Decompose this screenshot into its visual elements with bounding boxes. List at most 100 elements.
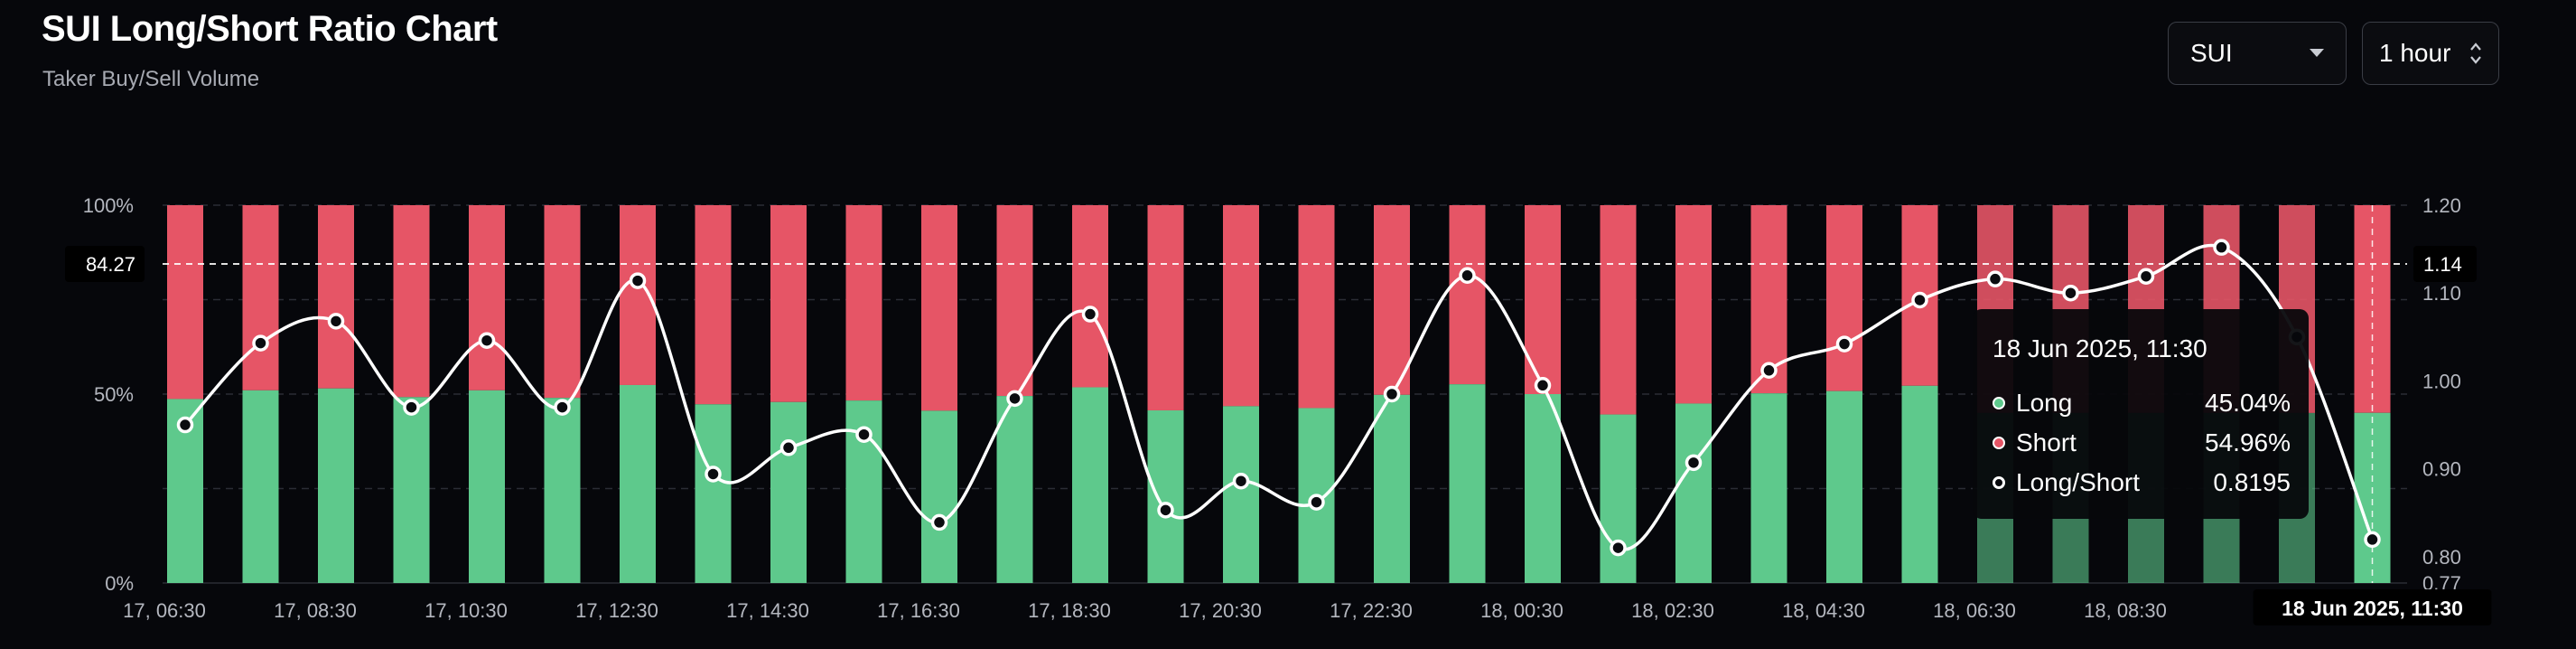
right-axis-tick-label: 0.80 — [2422, 546, 2461, 569]
short-bar — [1675, 205, 1712, 404]
left-axis-tick-label: 100% — [83, 194, 134, 217]
long-bar — [1826, 390, 1862, 583]
long-bar — [393, 397, 430, 583]
chart-tooltip: 18 Jun 2025, 11:30 Long 45.04% Short 54.… — [1973, 309, 2309, 519]
ratio-point — [629, 272, 647, 289]
ratio-point — [1911, 291, 1928, 309]
long-bar — [1525, 394, 1561, 583]
short-bar — [1374, 205, 1410, 395]
x-axis-tick-label: 18, 02:30 — [1631, 599, 1714, 622]
long-bar — [1600, 414, 1637, 583]
long-bar — [770, 401, 807, 583]
short-bar — [1449, 205, 1486, 385]
ratio-point — [1157, 502, 1174, 519]
ratio-point — [403, 399, 420, 416]
x-axis-tick-label: 17, 20:30 — [1179, 599, 1262, 622]
x-axis-tick-label: 17, 12:30 — [575, 599, 658, 622]
long-bar — [318, 388, 354, 583]
ratio-point — [705, 466, 722, 483]
page-subtitle: Taker Buy/Sell Volume — [42, 67, 260, 91]
ratio-point — [1835, 335, 1853, 353]
interval-select[interactable]: 1 hour — [2362, 22, 2499, 85]
long-dot-icon — [1993, 397, 2005, 409]
x-axis-tick-label: 17, 18:30 — [1028, 599, 1111, 622]
short-bar — [770, 205, 807, 402]
tooltip-short-label: Short — [2016, 428, 2077, 456]
ratio-point — [478, 332, 496, 349]
crosshair-right-label-box — [2413, 246, 2477, 282]
short-bar — [1298, 205, 1335, 409]
long-bar — [1374, 394, 1410, 583]
short-bar — [1600, 205, 1637, 415]
short-bar — [1147, 205, 1184, 410]
long-bar — [996, 396, 1033, 583]
updown-chevron-icon — [2470, 42, 2481, 64]
x-axis-tick-label: 18, 00:30 — [1480, 599, 1563, 622]
crosshair-left-label-box — [65, 246, 145, 282]
ratio-point — [1610, 539, 1627, 557]
tooltip-row-long: Long 45.04% — [1993, 389, 2291, 418]
long-bar — [1223, 406, 1259, 583]
right-axis-tick-label: 1.10 — [2422, 282, 2461, 305]
ratio-point — [1986, 270, 2004, 287]
x-axis-tick-label: 17, 14:30 — [726, 599, 809, 622]
long-bar — [1750, 393, 1787, 583]
ratio-point — [2364, 531, 2381, 549]
short-bar — [695, 205, 732, 405]
left-axis-tick-label: 50% — [94, 383, 134, 406]
x-axis-tick-label: 17, 08:30 — [274, 599, 357, 622]
tooltip-row-short: Short 54.96% — [1993, 428, 2291, 457]
tooltip-ratio-value: 0.8195 — [2213, 468, 2291, 496]
ratio-point — [2137, 268, 2155, 285]
short-bar — [469, 205, 505, 390]
right-axis-tick-label: 0.90 — [2422, 458, 2461, 481]
short-dot-icon — [1993, 437, 2005, 449]
short-bar — [167, 205, 203, 400]
long-bar — [242, 390, 279, 583]
short-bar — [1525, 205, 1561, 394]
short-bar — [1826, 205, 1862, 391]
short-bar — [318, 205, 354, 389]
short-bar — [242, 205, 279, 390]
long-bar — [469, 390, 505, 583]
ratio-point — [1534, 377, 1552, 394]
long-bar — [544, 398, 581, 583]
tooltip-row-ratio: Long/Short 0.8195 — [1993, 468, 2291, 497]
left-axis-tick-label: 0% — [105, 572, 134, 595]
chevron-down-icon — [2310, 49, 2324, 57]
coin-select[interactable]: SUI — [2168, 22, 2347, 85]
tooltip-long-value: 45.04% — [2205, 389, 2291, 417]
short-bar — [393, 205, 430, 398]
crosshair-left-label: 84.27 — [86, 253, 135, 276]
right-axis-tick-label: 1.20 — [2422, 194, 2461, 217]
x-axis-tick-label: 17, 10:30 — [425, 599, 508, 622]
long-bar — [1072, 387, 1108, 583]
short-bar — [845, 205, 882, 401]
short-bar — [921, 205, 957, 411]
ratio-point — [779, 439, 798, 456]
long-bar — [921, 410, 957, 583]
ratio-point — [2213, 239, 2230, 256]
long-bar — [2354, 412, 2391, 583]
ratio-point — [1685, 454, 1703, 472]
ratio-point — [1006, 390, 1023, 408]
ratio-point — [1383, 385, 1401, 403]
tooltip-ratio-label: Long/Short — [2016, 468, 2140, 496]
page-title: SUI Long/Short Ratio Chart — [42, 9, 498, 49]
ratio-point — [855, 426, 873, 443]
x-axis-tick-label: 17, 22:30 — [1330, 599, 1413, 622]
ratio-point — [1459, 267, 1476, 285]
ratio-dot-icon — [1993, 476, 2005, 489]
interval-select-value: 1 hour — [2379, 39, 2451, 67]
x-axis-tick-label: 18, 08:30 — [2084, 599, 2167, 622]
tooltip-long-label: Long — [2016, 389, 2073, 417]
ratio-point — [176, 416, 194, 434]
long-bar — [620, 384, 656, 583]
crosshair-right-label: 1.14 — [2423, 253, 2462, 276]
short-bar — [996, 205, 1033, 397]
x-axis-tick-label: 18, 04:30 — [1782, 599, 1865, 622]
ratio-point — [2062, 284, 2079, 302]
tooltip-short-value: 54.96% — [2205, 428, 2291, 456]
long-bar — [1675, 403, 1712, 583]
